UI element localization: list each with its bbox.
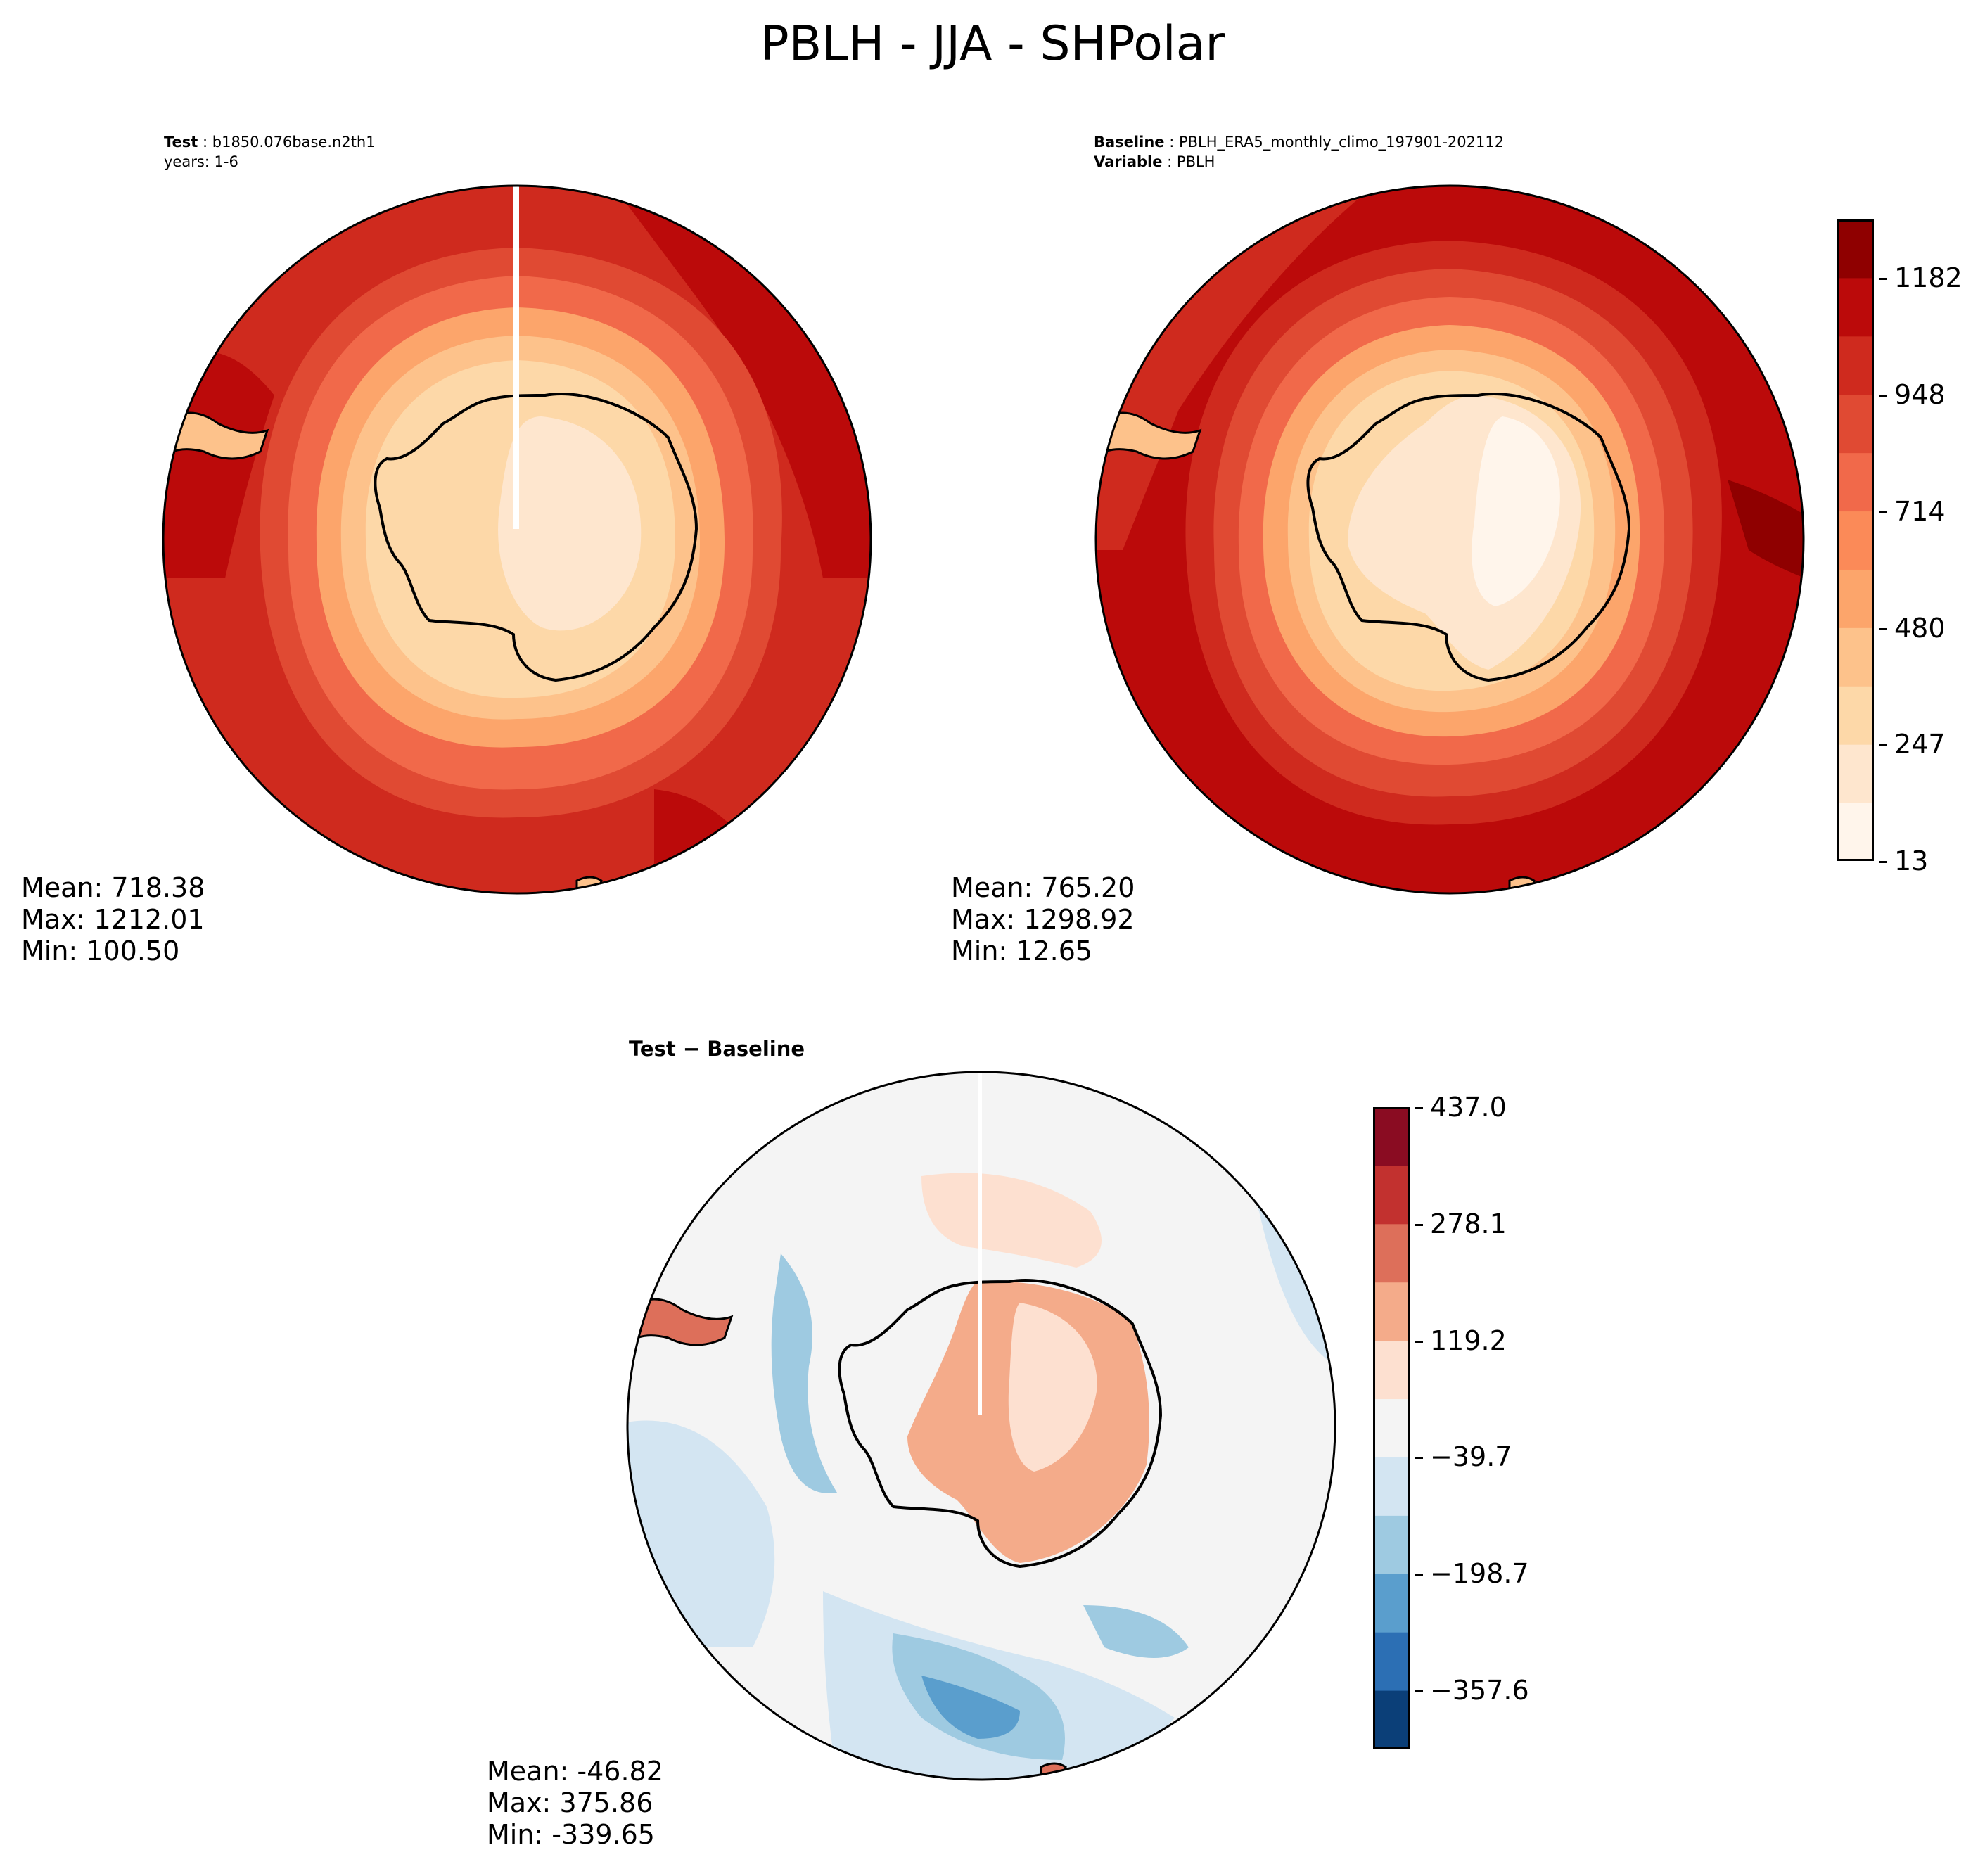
diff-pink-region bbox=[1008, 1303, 1097, 1472]
main-colorbar-segment bbox=[1837, 627, 1874, 687]
diff-colorbar-tick-label: 119.2 bbox=[1415, 1325, 1507, 1356]
diff-colorbar-segment bbox=[1373, 1282, 1410, 1341]
baseline-dark-spot bbox=[1728, 480, 1804, 578]
diff-antarctica-coast bbox=[838, 1279, 1163, 1569]
main-colorbar-tick-label: 480 bbox=[1879, 612, 1946, 644]
test-case-name: : b1850.076base.n2th1 bbox=[198, 134, 376, 151]
main-colorbar-ticks: 13 247 480 714 948 1182 bbox=[1878, 219, 1979, 876]
main-colorbar-segment bbox=[1837, 744, 1874, 803]
main-colorbar-segment bbox=[1837, 394, 1874, 454]
main-colorbar-segment bbox=[1837, 511, 1874, 570]
diff-colorbar-segment bbox=[1373, 1223, 1410, 1283]
diff-data-gap-line bbox=[978, 1072, 982, 1415]
test-years: years: 1-6 bbox=[164, 153, 238, 170]
diff-colorbar-tick-label: −357.6 bbox=[1415, 1675, 1529, 1706]
baseline-antarctica-coast bbox=[1306, 393, 1631, 682]
diff-min: Min: -339.65 bbox=[487, 1819, 655, 1850]
diff-colorbar-segment bbox=[1373, 1632, 1410, 1691]
diff-colorbar-segment bbox=[1373, 1574, 1410, 1633]
diff-max: Max: 375.86 bbox=[487, 1787, 653, 1818]
diff-blue-region bbox=[921, 1676, 1020, 1739]
main-colorbar-segment bbox=[1837, 219, 1874, 279]
main-colorbar-segment bbox=[1837, 452, 1874, 512]
test-stats: Mean: 718.38 Max: 1212.01 Min: 100.50 bbox=[21, 872, 205, 967]
baseline-label-key: Baseline bbox=[1094, 134, 1165, 151]
baseline-map-boundary bbox=[1094, 184, 1805, 895]
diff-mean: Mean: -46.82 bbox=[487, 1756, 663, 1787]
diff-colorbar-tick-label: −198.7 bbox=[1415, 1558, 1529, 1590]
main-colorbar-segment bbox=[1837, 686, 1874, 745]
diff-colorbar-segment bbox=[1373, 1398, 1410, 1457]
main-colorbar-segment bbox=[1837, 569, 1874, 628]
diff-blue-region bbox=[771, 1253, 837, 1493]
baseline-max: Max: 1298.92 bbox=[951, 904, 1135, 935]
test-dark-region bbox=[654, 789, 871, 893]
baseline-min: Min: 12.65 bbox=[951, 936, 1093, 966]
diff-colorbar-ticks: 437.0 278.1 119.2 −39.7 −198.7 −357.6 bbox=[1414, 1092, 1557, 1749]
test-south-america-tip bbox=[163, 411, 269, 461]
baseline-map bbox=[1094, 184, 1805, 895]
main-colorbar-tick-label: 1182 bbox=[1879, 262, 1962, 293]
diff-colorbar-segment bbox=[1373, 1107, 1410, 1166]
diff-colorbar-segment bbox=[1373, 1457, 1410, 1516]
main-colorbar-segment bbox=[1837, 336, 1874, 395]
test-max: Max: 1212.01 bbox=[21, 904, 205, 935]
test-label-key: Test bbox=[164, 134, 198, 151]
diff-colorbar-frame bbox=[1373, 1107, 1410, 1749]
diff-map bbox=[626, 1071, 1336, 1781]
main-colorbar-tick-label: 13 bbox=[1878, 846, 1929, 876]
baseline-mean: Mean: 765.20 bbox=[951, 872, 1135, 903]
diff-blue-region bbox=[1083, 1605, 1189, 1658]
test-dark-region bbox=[163, 351, 274, 578]
baseline-south-america-tip bbox=[1096, 411, 1202, 461]
variable-name: : PBLH bbox=[1162, 153, 1215, 170]
diff-colorbar-segment bbox=[1373, 1340, 1410, 1400]
baseline-header: Baseline : PBLH_ERA5_monthly_climo_19790… bbox=[1094, 132, 1504, 172]
test-mean: Mean: 718.38 bbox=[21, 872, 205, 903]
diff-south-america-tip bbox=[627, 1298, 734, 1348]
test-header: Test : b1850.076base.n2th1 years: 1-6 bbox=[164, 132, 376, 172]
variable-label-key: Variable bbox=[1094, 153, 1163, 170]
figure-title: PBLH - JJA - SHPolar bbox=[760, 16, 1225, 72]
diff-panel-title: Test − Baseline bbox=[629, 1037, 805, 1061]
diff-colorbar-tick-label: 278.1 bbox=[1415, 1208, 1507, 1239]
diff-map-boundary bbox=[626, 1071, 1336, 1781]
diff-colorbar-segment bbox=[1373, 1690, 1410, 1749]
test-antarctica-coast bbox=[374, 393, 698, 682]
diff-colorbar-tick-label: 437.0 bbox=[1415, 1092, 1507, 1123]
baseline-case-name: : PBLH_ERA5_monthly_climo_197901-202112 bbox=[1164, 134, 1505, 151]
test-map-boundary bbox=[162, 184, 872, 895]
test-map bbox=[162, 184, 872, 895]
diff-stats: Mean: -46.82 Max: 375.86 Min: -339.65 bbox=[487, 1756, 663, 1851]
baseline-stats: Mean: 765.20 Max: 1298.92 Min: 12.65 bbox=[951, 872, 1135, 967]
main-colorbar-tick-label: 247 bbox=[1879, 729, 1946, 760]
diff-colorbar-segment bbox=[1373, 1515, 1410, 1574]
test-min: Min: 100.50 bbox=[21, 936, 180, 966]
main-colorbar-frame bbox=[1837, 219, 1874, 861]
main-colorbar-segment bbox=[1837, 277, 1874, 337]
diff-pink-region bbox=[921, 1173, 1102, 1268]
main-colorbar-tick-label: 948 bbox=[1879, 378, 1946, 410]
main-colorbar-tick-label: 714 bbox=[1879, 495, 1946, 527]
main-colorbar-segment bbox=[1837, 803, 1874, 861]
test-data-gap-line bbox=[513, 186, 519, 529]
diff-colorbar bbox=[1373, 1107, 1410, 1749]
diff-colorbar-segment bbox=[1373, 1165, 1410, 1225]
main-colorbar bbox=[1837, 219, 1874, 861]
diff-colorbar-tick-label: −39.7 bbox=[1414, 1441, 1512, 1473]
